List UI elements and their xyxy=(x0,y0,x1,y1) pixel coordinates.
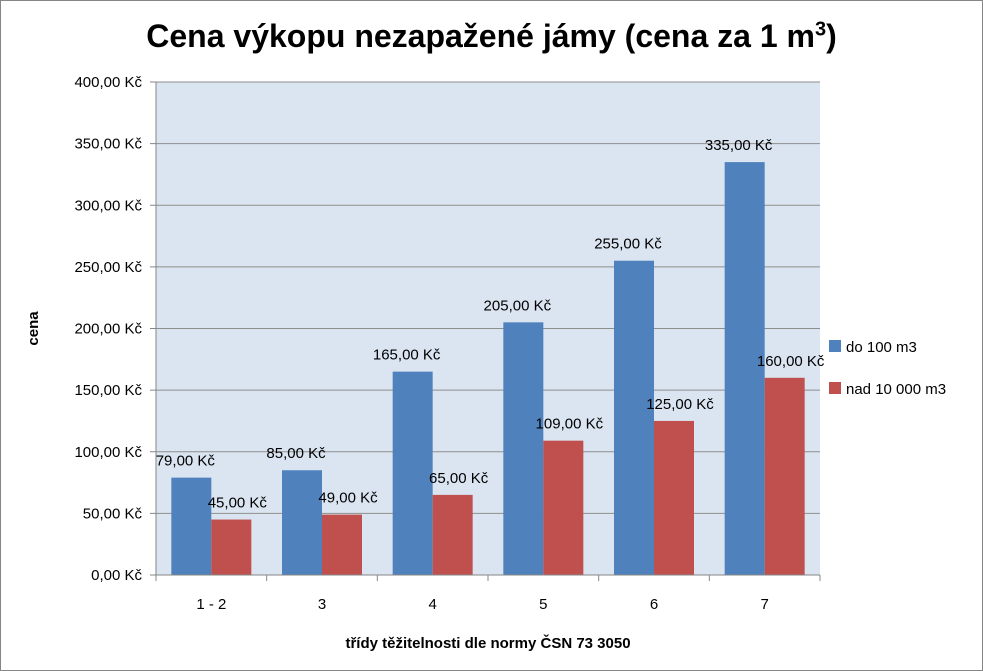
data-label: 45,00 Kč xyxy=(208,495,268,512)
legend-swatch xyxy=(829,340,841,352)
x-tick-label: 1 - 2 xyxy=(196,596,226,613)
y-tick-label: 200,00 Kč xyxy=(74,321,142,338)
y-axis-title: cena xyxy=(25,311,42,346)
legend: do 100 m3 nad 10 000 m3 xyxy=(829,339,946,398)
bar-nad-10000-m3 xyxy=(211,519,252,575)
y-tick-label: 250,00 Kč xyxy=(74,259,142,276)
bar-nad-10000-m3 xyxy=(322,514,362,575)
chart-title-text: Cena výkopu nezapažené jámy (cena za 1 m xyxy=(146,18,815,54)
data-label: 255,00 Kč xyxy=(594,236,662,253)
data-label: 79,00 Kč xyxy=(156,453,216,470)
x-tick-label: 4 xyxy=(428,596,436,613)
legend-label: nad 10 000 m3 xyxy=(846,381,946,398)
bar-do-100-m3 xyxy=(171,477,212,575)
y-tick-label: 0,00 Kč xyxy=(91,567,142,584)
x-tick-labels: 1 - 2 3 4 5 6 7 xyxy=(196,596,769,613)
bar-nad-10000-m3 xyxy=(432,494,473,575)
axes xyxy=(150,81,821,581)
y-tick-label: 50,00 Kč xyxy=(83,505,143,522)
chart-title-end: ) xyxy=(826,18,837,54)
data-label: 125,00 Kč xyxy=(646,396,714,413)
y-tick-label: 400,00 Kč xyxy=(74,74,142,91)
bars xyxy=(171,162,805,576)
x-tick-label: 3 xyxy=(318,596,326,613)
x-tick-label: 5 xyxy=(539,596,547,613)
y-tick-label: 350,00 Kč xyxy=(74,136,142,153)
data-label: 165,00 Kč xyxy=(373,347,441,364)
y-tick-label: 100,00 Kč xyxy=(74,444,142,461)
x-tick-label: 6 xyxy=(650,596,658,613)
data-label: 109,00 Kč xyxy=(536,416,604,433)
y-tick-label: 150,00 Kč xyxy=(74,382,142,399)
data-label: 160,00 Kč xyxy=(757,353,825,370)
bar-do-100-m3 xyxy=(614,260,654,575)
x-axis-title: třídy těžitelnosti dle normy ČSN 73 3050 xyxy=(345,634,630,652)
y-tick-label: 300,00 Kč xyxy=(74,197,142,214)
bar-do-100-m3 xyxy=(392,371,433,575)
chart-title-superscript: 3 xyxy=(814,18,827,41)
data-labels: 79,00 Kč 45,00 Kč 85,00 Kč 49,00 Kč 165,00 K… xyxy=(156,137,825,511)
bar-nad-10000-m3 xyxy=(654,420,694,575)
x-tick-label: 7 xyxy=(760,596,768,613)
y-tick-labels: 0,00 Kč 50,00 Kč 100,00 Kč 150,00 Kč 200,00 … xyxy=(74,74,142,584)
legend-label: do 100 m3 xyxy=(846,339,917,356)
data-label: 335,00 Kč xyxy=(705,137,773,154)
bar-do-100-m3 xyxy=(282,470,322,575)
bar-do-100-m3 xyxy=(724,162,765,576)
data-label: 85,00 Kč xyxy=(266,445,326,462)
data-label: 49,00 Kč xyxy=(318,490,378,507)
grid-lines xyxy=(156,81,820,514)
chart-title: Cena výkopu nezapažené jámy (cena za 1 m… xyxy=(0,18,983,55)
bar-nad-10000-m3 xyxy=(543,440,584,575)
bar-nad-10000-m3 xyxy=(764,377,805,575)
data-label: 65,00 Kč xyxy=(429,470,489,487)
data-label: 205,00 Kč xyxy=(484,297,552,314)
bar-do-100-m3 xyxy=(503,322,544,575)
legend-swatch xyxy=(829,382,841,394)
